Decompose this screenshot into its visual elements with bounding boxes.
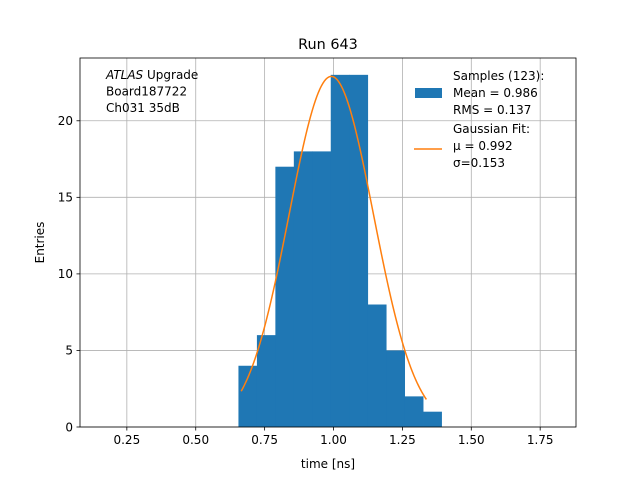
plot-frame <box>79 57 577 428</box>
y-axis-ticks: 0 5 10 15 20 <box>58 114 80 434</box>
x-axis-label: time [ns] <box>301 457 355 471</box>
x-tick-label-3: 1.00 <box>320 433 347 447</box>
histogram-bar-0 <box>238 365 258 427</box>
legend-text-0-2: RMS = 0.137 <box>453 103 531 117</box>
annotation-text: Ch031 35dB <box>106 101 180 115</box>
atlas-annotation: ATLAS Upgrade Board187722 Ch031 35dB <box>105 68 198 115</box>
annotation-text: Board187722 <box>106 85 187 99</box>
y-tick-label-4: 20 <box>58 114 73 128</box>
legend-text-1-1: μ = 0.992 <box>453 139 513 153</box>
histogram-bar-10 <box>423 411 442 427</box>
y-axis-label: Entries <box>33 222 47 264</box>
gaussian-fit <box>240 75 427 400</box>
x-tick-label-5: 1.50 <box>458 433 485 447</box>
histogram-bar-5 <box>330 74 350 428</box>
histogram-bar-2 <box>275 166 295 428</box>
x-tick-label-0: 0.25 <box>113 433 140 447</box>
x-axis-ticks: 0.25 0.50 0.75 1.00 1.25 1.50 1.75 <box>113 427 554 447</box>
legend-text-1-0: Gaussian Fit: <box>453 122 530 136</box>
annotation-text: Upgrade <box>143 68 198 82</box>
y-tick-label-1: 5 <box>65 344 73 358</box>
histogram-bar-9 <box>404 396 424 427</box>
histogram-bar-6 <box>349 74 369 428</box>
chart-title: Run 643 <box>298 37 358 53</box>
legend-text-0-1: Mean = 0.986 <box>453 86 538 100</box>
histogram-bars <box>238 74 442 428</box>
y-tick-label-3: 15 <box>58 191 73 205</box>
y-tick-label-2: 10 <box>58 267 73 281</box>
legend-patch-0 <box>415 88 442 98</box>
x-tick-label-1: 0.50 <box>182 433 209 447</box>
legend: Samples (123): Mean = 0.986 RMS = 0.137 G… <box>414 69 544 170</box>
x-tick-label-2: 0.75 <box>251 433 278 447</box>
histogram-bar-4 <box>312 151 332 427</box>
x-tick-label-4: 1.25 <box>389 433 416 447</box>
x-tick-label-6: 1.75 <box>527 433 554 447</box>
annotation-line-0: ATLAS Upgrade <box>105 68 198 82</box>
histogram-bar-1 <box>256 335 276 427</box>
histogram-bar-8 <box>386 350 406 427</box>
histogram-bar-7 <box>367 304 387 427</box>
histogram-bar-3 <box>293 151 313 427</box>
legend-text-0-0: Samples (123): <box>453 69 544 83</box>
legend-text-1-2: σ=0.153 <box>453 156 505 170</box>
gaussian-fit-curve <box>240 75 427 400</box>
annotation-line-1: Board187722 <box>106 85 187 99</box>
annotation-italic: ATLAS <box>105 68 144 82</box>
annotation-line-2: Ch031 35dB <box>106 101 180 115</box>
y-tick-label-0: 0 <box>65 420 73 434</box>
